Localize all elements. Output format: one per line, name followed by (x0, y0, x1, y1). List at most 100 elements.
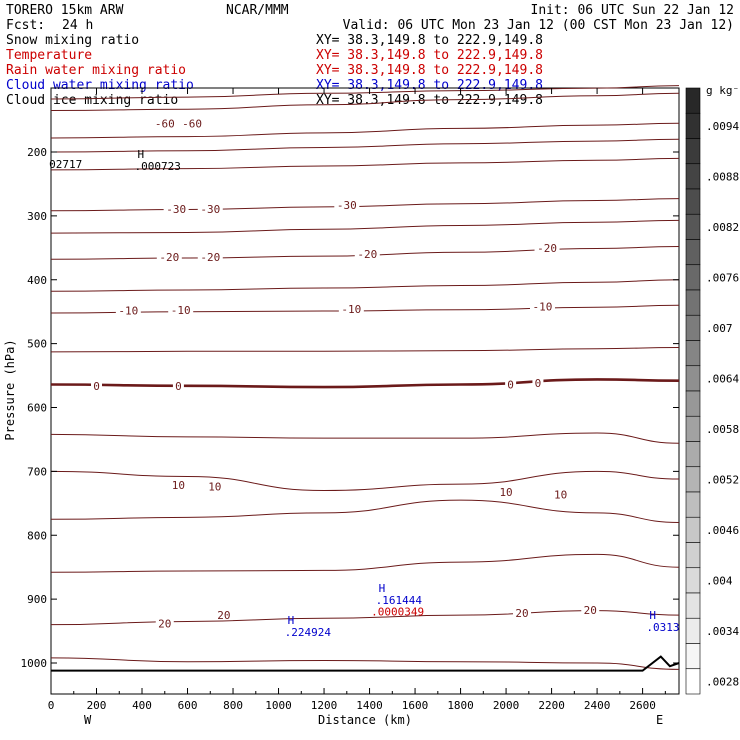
y-axis-label: Pressure (hPa) (3, 339, 17, 440)
isotherm-label-bg (91, 379, 103, 391)
isotherm-label: -60 (182, 117, 202, 130)
isotherm-label-bg (551, 488, 570, 500)
isotherm-label: -60 (155, 117, 175, 130)
isotherm-label-bg (338, 303, 364, 315)
y-tick-label: 800 (27, 529, 47, 542)
isotherm-label-bg (156, 250, 182, 262)
colorbar-swatch (685, 516, 701, 543)
colorbar-swatch (685, 138, 701, 165)
x-tick-label: 600 (178, 699, 198, 712)
extremum-symbol: H (137, 148, 144, 161)
isotherm-label-bg (152, 117, 178, 129)
colorbar-label: .0052 (706, 473, 739, 486)
isotherm-label: -10 (171, 304, 191, 317)
isotherm-label: -20 (537, 242, 557, 255)
colorbar-swatch (685, 415, 701, 442)
x-tick-label: 2200 (538, 699, 565, 712)
isotherm-line-0 (50, 378, 680, 389)
field-name-temperature: Temperature (6, 48, 92, 63)
colorbar-label: .0076 (706, 271, 739, 284)
y-tick-label: 300 (27, 210, 47, 223)
colorbar-swatch (685, 491, 701, 518)
plot-frame (50, 87, 680, 695)
isotherm-label-bg (163, 202, 189, 214)
x-tick-label: 1600 (402, 699, 429, 712)
valid-time: Valid: 06 UTC Mon 23 Jan 12 (00 CST Mon … (343, 18, 734, 33)
isotherm-label: 0 (507, 379, 514, 392)
isotherm-label-bg (214, 609, 233, 621)
isotherm-layer (50, 85, 680, 670)
isotherm-label-bg (532, 377, 544, 389)
isotherm-label-bg (197, 250, 223, 262)
isotherm-label: -10 (118, 304, 138, 317)
isotherm-line-unlabeled-14 (50, 499, 680, 523)
colorbar-swatch (685, 617, 701, 644)
init-time: Init: 06 UTC Sun 22 Jan 12 (531, 3, 735, 18)
terrain-line (51, 655, 680, 672)
x-tick-label: 1800 (447, 699, 474, 712)
colorbar-swatch (685, 163, 701, 190)
x-tick-label: 2400 (584, 699, 611, 712)
colorbar-swatch (685, 314, 701, 341)
west-direction-label: W (84, 713, 92, 727)
isotherm-label-bg (155, 617, 174, 629)
colorbar-label: .0028 (706, 675, 739, 688)
fcst-value: 24 h (62, 18, 93, 33)
colorbar-swatch (685, 643, 701, 670)
field-xy-rain: XY= 38.3,149.8 to 222.9,149.8 (316, 63, 543, 78)
y-tick-label: 200 (27, 146, 47, 159)
y-tick-label: 700 (27, 465, 47, 478)
isotherm-line-unlabeled-3 (50, 138, 680, 153)
isotherm-line-unlabeled-6 (50, 219, 680, 234)
isotherm-label-bg (354, 248, 380, 260)
isotherm-label-bg (197, 202, 223, 214)
field-name-cloud-ice: Cloud ice mixing ratio (6, 93, 178, 108)
isotherm-label-bg (172, 379, 184, 391)
colorbar-label: .004 (706, 574, 733, 587)
isotherm-label: 0 (535, 377, 542, 390)
extremum-symbol: H (379, 582, 386, 595)
isotherm-line--50 (50, 92, 680, 111)
extremum-value: .0313 (646, 621, 679, 634)
isotherm-label-bg (169, 478, 188, 490)
colorbar-swatch (685, 289, 701, 316)
isotherm-label: 0 (93, 380, 100, 393)
x-tick-label: 200 (87, 699, 107, 712)
isotherm-line-unlabeled-17 (50, 657, 680, 670)
colorbar-label: .0064 (706, 372, 739, 385)
extremum-value: .161444 (376, 594, 423, 607)
colorbar: .0094 .0088 .0082 .0076 .007 .0064 .0058 .0052.… (685, 87, 739, 695)
isotherm-label-layer: -60 -60 -30 -30 -30 -20 -20 -20 -20 -10 -10 -10 -10 0… (91, 117, 600, 630)
east-direction-label: E (656, 713, 663, 727)
colorbar-swatch (685, 567, 701, 594)
colorbar-swatch (685, 365, 701, 392)
colorbar-swatch (685, 340, 701, 367)
x-tick-label: 400 (132, 699, 152, 712)
model-title: TORERO 15km ARW (6, 3, 124, 18)
x-tick-label: 1200 (311, 699, 338, 712)
x-tick-label: 2600 (629, 699, 656, 712)
field-name-snow: Snow mixing ratio (6, 33, 139, 48)
field-xy-temperature: XY= 38.3,149.8 to 222.9,149.8 (316, 48, 543, 63)
colorbar-swatch (685, 668, 701, 695)
colorbar-swatch (685, 390, 701, 417)
colorbar-swatch (685, 188, 701, 215)
y-tick-label: 500 (27, 338, 47, 351)
isotherm-label-bg (497, 485, 516, 497)
center-name: NCAR/MMM (226, 3, 289, 18)
isotherm-line--30 (50, 198, 680, 212)
field-xy-cloud-water: XY= 38.3,149.8 to 222.9,149.8 (316, 78, 543, 93)
x-tick-label: 1000 (265, 699, 292, 712)
isotherm-label: 20 (158, 617, 171, 630)
isotherm-label: 20 (515, 607, 528, 620)
isotherm-line-unlabeled-10 (50, 346, 680, 353)
isotherm-line--10 (50, 304, 680, 314)
field-name-cloud-water: Cloud water mixing ratio (6, 78, 194, 93)
field-name-rain: Rain water mixing ratio (6, 63, 186, 78)
x-tick-label: 0 (48, 699, 55, 712)
isotherm-label-bg (179, 117, 205, 129)
colorbar-swatch (685, 213, 701, 240)
x-tick-label: 1400 (356, 699, 383, 712)
isotherm-label: 10 (499, 486, 512, 499)
